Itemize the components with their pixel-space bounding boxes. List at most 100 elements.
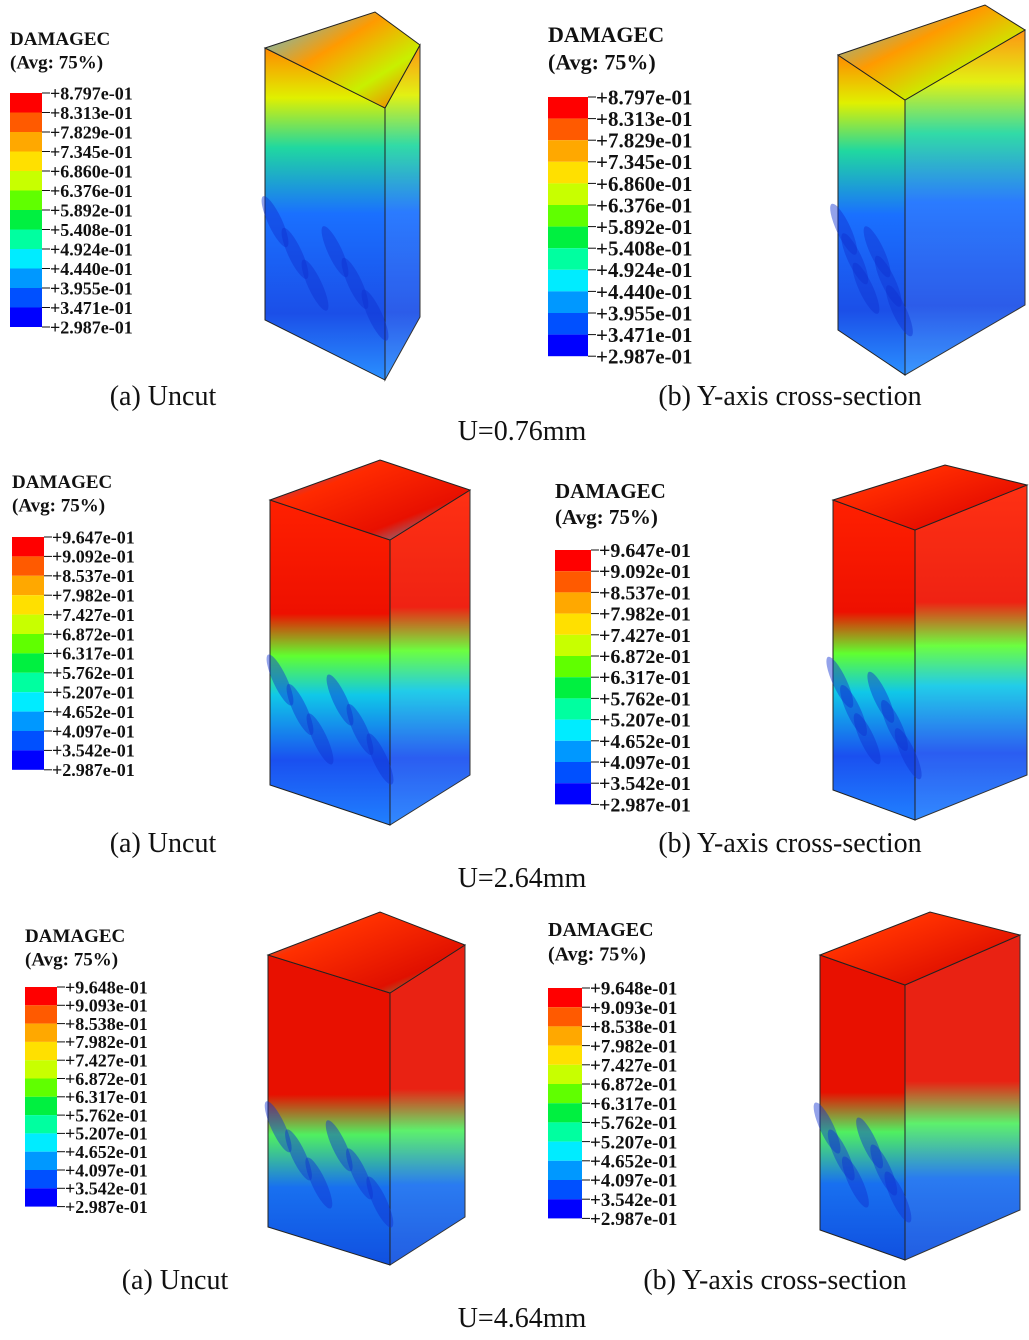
legend-subtitle: (Avg: 75%) [548, 49, 656, 74]
legend-swatch [12, 750, 44, 769]
legend-swatch [10, 308, 42, 328]
legend-label: +5.762e-01 [599, 688, 691, 710]
legend-swatch [10, 132, 42, 152]
legend-label: +6.860e-01 [50, 161, 133, 181]
legend-label: +6.317e-01 [65, 1087, 148, 1107]
block-left-face [270, 500, 390, 825]
legend-label: +4.924e-01 [50, 239, 133, 259]
legend-swatch [25, 1079, 57, 1097]
legend-label: +9.093e-01 [65, 996, 148, 1016]
legend-swatch [548, 97, 588, 119]
legend-swatch [555, 635, 591, 656]
legend-label: +2.987e-01 [52, 760, 135, 780]
legend-label: +7.982e-01 [52, 586, 135, 606]
legend-swatch [555, 762, 591, 783]
legend-label: +9.648e-01 [65, 977, 148, 997]
caption: (b) Y-axis cross-section [658, 828, 921, 859]
legend-label: +6.376e-01 [596, 193, 693, 217]
legend-swatch [12, 576, 44, 595]
legend-swatch [548, 988, 582, 1007]
legend-label: +5.408e-01 [596, 237, 693, 261]
legend-swatch [10, 152, 42, 172]
legend-label: +6.860e-01 [596, 172, 693, 196]
row-label: U=2.64mm [458, 863, 587, 894]
legend-label: +4.652e-01 [52, 702, 135, 722]
legend-swatch [548, 313, 588, 335]
legend-swatch [25, 1097, 57, 1115]
caption: (b) Y-axis cross-section [658, 381, 921, 412]
row-label: U=0.76mm [458, 416, 587, 447]
legend-label: +3.542e-01 [52, 741, 135, 761]
legend-swatch [548, 140, 588, 162]
legend-label: +9.093e-01 [590, 998, 677, 1019]
legend-swatch [548, 1142, 582, 1161]
legend-label: +5.892e-01 [50, 200, 133, 220]
legend-label: +8.797e-01 [50, 83, 133, 103]
legend-label: +5.762e-01 [52, 663, 135, 683]
legend-swatch [548, 1065, 582, 1084]
legend-swatch [25, 1133, 57, 1151]
row-label: U=4.64mm [458, 1303, 587, 1334]
legend-label: +7.345e-01 [596, 150, 693, 174]
legend-label: +3.955e-01 [596, 301, 693, 325]
legend-swatch [10, 249, 42, 269]
legend-swatch [555, 614, 591, 635]
legend-swatch [10, 210, 42, 230]
block-right-face [905, 935, 1020, 1260]
legend-swatch [548, 162, 588, 184]
legend-swatch [555, 571, 591, 592]
caption: (a) Uncut [110, 381, 217, 412]
legend-label: +5.892e-01 [596, 215, 693, 239]
legend-swatch [555, 698, 591, 719]
legend-swatch [548, 1199, 582, 1218]
legend-swatch [10, 93, 42, 113]
legend-label: +3.542e-01 [590, 1190, 677, 1211]
legend-label: +4.652e-01 [65, 1142, 148, 1162]
legend-label: +4.097e-01 [65, 1160, 148, 1180]
legend-label: +5.408e-01 [50, 220, 133, 240]
legend-swatch [12, 556, 44, 575]
legend-swatch [548, 1180, 582, 1199]
legend-swatch [25, 1060, 57, 1078]
legend-label: +8.537e-01 [599, 582, 691, 604]
legend-swatch [548, 205, 588, 227]
caption: (a) Uncut [110, 828, 217, 859]
legend-swatch [548, 1122, 582, 1141]
legend-label: +7.982e-01 [599, 604, 691, 626]
contour-block [809, 912, 1020, 1260]
legend-label: +6.317e-01 [590, 1094, 677, 1115]
legend-label: +3.471e-01 [596, 323, 693, 347]
legend-label: +8.313e-01 [50, 103, 133, 123]
legend-swatch [25, 1152, 57, 1170]
legend-label: +7.982e-01 [590, 1036, 677, 1057]
legend-swatch [555, 783, 591, 804]
legend-label: +7.345e-01 [50, 142, 133, 162]
legend-swatch [12, 653, 44, 672]
legend-swatch [12, 692, 44, 711]
legend-label: +5.762e-01 [590, 1113, 677, 1134]
legend-label: +6.872e-01 [590, 1075, 677, 1096]
legend-label: +7.982e-01 [65, 1032, 148, 1052]
legend-swatch [548, 335, 588, 357]
legend-label: +7.427e-01 [52, 605, 135, 625]
legend-swatch [12, 634, 44, 653]
legend-label: +4.652e-01 [599, 731, 691, 753]
block-left-face [833, 500, 915, 820]
legend-title: DAMAGEC [25, 926, 125, 947]
figure: DAMAGEC (Avg: 75%) +8.797e-01+8.313e-01 +7.… [0, 0, 1029, 1340]
legend-label: +6.376e-01 [50, 181, 133, 201]
legend-label: +4.440e-01 [596, 280, 693, 304]
legend-label: +6.872e-01 [65, 1069, 148, 1089]
legend-swatch [548, 1103, 582, 1122]
legend-swatch [12, 537, 44, 556]
legend-swatch [555, 550, 591, 571]
legend-label: +4.652e-01 [590, 1151, 677, 1172]
legend-title: DAMAGEC [548, 919, 654, 941]
legend-subtitle: (Avg: 75%) [12, 495, 105, 516]
legend-label: +2.987e-01 [65, 1197, 148, 1217]
legend-label: +4.924e-01 [596, 258, 693, 282]
legend-swatch [555, 656, 591, 677]
legend-swatch [25, 1005, 57, 1023]
legend-swatch [548, 1084, 582, 1103]
legend-label: +8.537e-01 [52, 566, 135, 586]
